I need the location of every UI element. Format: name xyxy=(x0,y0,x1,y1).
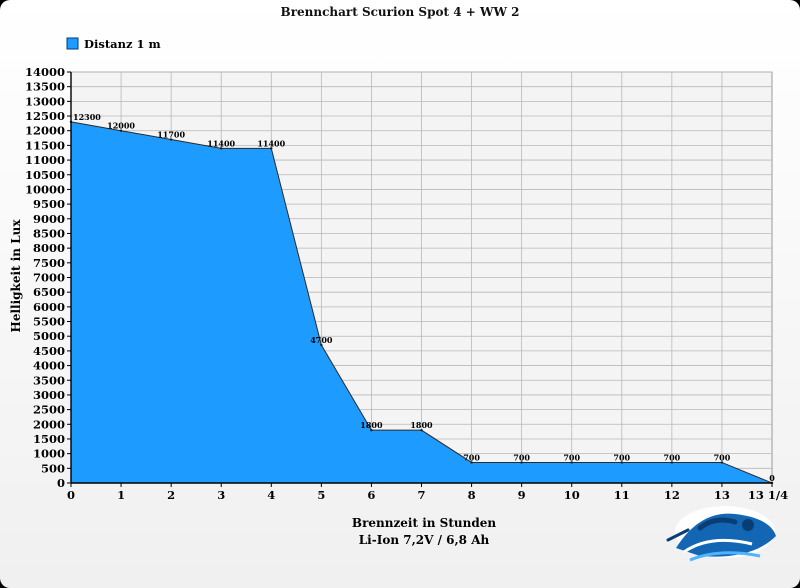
diver-logo-icon xyxy=(666,506,776,562)
x-axis-label: Brennzeit in Stunden xyxy=(352,516,496,530)
y-tick-label: 13000 xyxy=(25,94,65,108)
data-point xyxy=(220,147,223,150)
data-point xyxy=(720,461,724,464)
data-point xyxy=(370,428,373,432)
y-tick-label: 12000 xyxy=(25,124,65,138)
x-tick-label: 0 xyxy=(67,488,75,502)
data-label: 11700 xyxy=(157,130,185,140)
y-tick-label: 12500 xyxy=(25,109,65,123)
x-tick-label: 9 xyxy=(518,488,526,502)
y-tick-label: 8000 xyxy=(33,241,65,255)
y-tick-label: 11000 xyxy=(25,153,65,167)
data-label: 12300 xyxy=(73,112,101,122)
x-tick-label: 3 xyxy=(217,488,225,502)
x-tick-label: 13 1/4 xyxy=(748,488,788,502)
y-tick-label: 8500 xyxy=(33,226,65,240)
data-label: 700 xyxy=(664,452,681,462)
data-label: 700 xyxy=(613,452,630,462)
y-tick-label: 2000 xyxy=(33,417,65,431)
y-tick-label: 500 xyxy=(41,461,65,475)
y-tick-label: 10000 xyxy=(25,182,65,196)
x-tick-label: 13 xyxy=(714,488,730,502)
data-label: 11400 xyxy=(257,138,285,148)
x-tick-label: 1 xyxy=(117,488,125,502)
y-tick-label: 11500 xyxy=(25,138,65,152)
x-tick-label: 11 xyxy=(614,488,630,502)
x-tick-label: 8 xyxy=(468,488,476,502)
y-tick-label: 14000 xyxy=(25,65,65,79)
legend-swatch xyxy=(66,37,79,50)
x-tick-label: 6 xyxy=(367,488,375,502)
x-tick-label: 4 xyxy=(267,488,275,502)
data-label: 12000 xyxy=(107,121,135,131)
legend: Distanz 1 m xyxy=(66,37,161,51)
y-tick-label: 13500 xyxy=(25,80,65,94)
y-tick-label: 0 xyxy=(57,476,65,490)
data-point xyxy=(270,147,273,150)
data-point xyxy=(470,461,473,464)
data-label: 1800 xyxy=(360,420,383,430)
data-label: 700 xyxy=(714,452,731,462)
data-point xyxy=(320,343,323,347)
y-tick-label: 4500 xyxy=(33,344,65,358)
y-tick-label: 7000 xyxy=(33,271,65,285)
y-tick-label: 7500 xyxy=(33,256,65,270)
y-tick-label: 4000 xyxy=(33,359,65,373)
y-tick-label: 2500 xyxy=(33,403,65,417)
x-tick-label: 12 xyxy=(664,488,680,502)
y-tick-label: 6000 xyxy=(33,300,65,314)
x-tick-label: 5 xyxy=(317,488,325,502)
x-tick-label: 10 xyxy=(564,488,580,502)
y-tick-label: 3000 xyxy=(33,388,65,402)
y-tick-label: 5000 xyxy=(33,329,65,343)
y-tick-label: 9000 xyxy=(33,212,65,226)
data-label: 1800 xyxy=(410,420,433,430)
y-axis-label: Helligkeit in Lux xyxy=(9,219,23,333)
data-point xyxy=(570,461,573,464)
data-point xyxy=(119,129,123,132)
data-point xyxy=(520,461,523,464)
data-label: 700 xyxy=(463,452,480,462)
y-tick-label: 3500 xyxy=(33,373,65,387)
data-label: 11400 xyxy=(207,138,235,148)
data-point xyxy=(169,138,173,141)
data-point xyxy=(620,461,623,464)
chart-title: Brennchart Scurion Spot 4 + WW 2 xyxy=(281,5,520,19)
y-tick-label: 5500 xyxy=(33,315,65,329)
y-tick-label: 6500 xyxy=(33,285,65,299)
data-label: 0 xyxy=(769,473,775,483)
data-point xyxy=(420,428,423,432)
data-label: 700 xyxy=(563,452,580,462)
data-label: 700 xyxy=(513,452,530,462)
data-label: 4700 xyxy=(310,335,333,345)
data-point xyxy=(670,461,674,464)
y-tick-label: 1500 xyxy=(33,432,65,446)
y-tick-label: 9500 xyxy=(33,197,65,211)
x-tick-label: 7 xyxy=(417,488,425,502)
y-tick-label: 10500 xyxy=(25,168,65,182)
x-axis-sublabel: Li-Ion 7,2V / 6,8 Ah xyxy=(359,533,490,547)
legend-label: Distanz 1 m xyxy=(84,37,161,51)
y-tick-label: 1000 xyxy=(33,447,65,461)
x-tick-label: 2 xyxy=(167,488,175,502)
